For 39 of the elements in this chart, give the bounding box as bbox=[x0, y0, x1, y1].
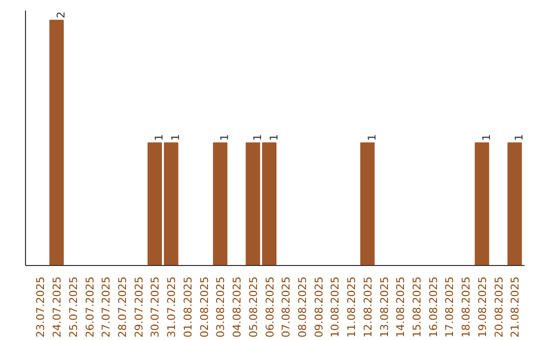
x-tick-label: 08.08.2025 bbox=[296, 276, 309, 338]
x-tick-label: 23.07.2025 bbox=[34, 276, 48, 338]
x-tick-label: 03.08.2025 bbox=[214, 276, 228, 338]
data-label: 1 bbox=[267, 134, 280, 141]
x-tick-label: 07.08.2025 bbox=[280, 276, 293, 338]
x-tick-label: 04.08.2025 bbox=[230, 276, 244, 338]
x-tick-label: 06.08.2025 bbox=[263, 276, 276, 338]
x-tick-label: 15.08.2025 bbox=[410, 276, 424, 338]
x-tick-label: 16.08.2025 bbox=[426, 276, 440, 338]
x-tick-label: 10.08.2025 bbox=[328, 276, 342, 338]
x-tick-label: 09.08.2025 bbox=[312, 276, 326, 338]
data-label: 2 bbox=[54, 12, 68, 18]
x-tick-label: 26.07.2025 bbox=[83, 276, 96, 338]
x-tick-label: 19.08.2025 bbox=[476, 276, 489, 338]
data-label: 1 bbox=[250, 134, 264, 141]
x-tick-label: 11.08.2025 bbox=[345, 276, 358, 338]
data-label: 1 bbox=[169, 134, 182, 141]
data-label: 1 bbox=[365, 134, 378, 141]
x-tick-label: 31.07.2025 bbox=[165, 276, 178, 338]
x-tick-label: 29.07.2025 bbox=[132, 276, 146, 338]
data-label: 1 bbox=[480, 134, 493, 141]
x-tick-label: 12.08.2025 bbox=[361, 276, 374, 338]
x-tick-label: 28.07.2025 bbox=[116, 276, 130, 338]
data-label: 1 bbox=[152, 134, 166, 141]
x-tick-label: 01.08.2025 bbox=[181, 276, 194, 338]
x-tick-label: 18.08.2025 bbox=[460, 276, 473, 338]
x-tick-label: 27.07.2025 bbox=[100, 276, 113, 338]
data-label: 1 bbox=[512, 134, 526, 141]
x-tick-label: 14.08.2025 bbox=[394, 276, 408, 338]
x-tick-label: 13.08.2025 bbox=[378, 276, 391, 338]
x-tick-label: 30.07.2025 bbox=[148, 276, 162, 338]
x-tick-label: 24.07.2025 bbox=[50, 276, 64, 338]
data-label: 1 bbox=[218, 134, 232, 141]
x-tick-label: 20.08.2025 bbox=[492, 276, 506, 338]
x-tick-label: 17.08.2025 bbox=[443, 276, 456, 338]
x-tick-label: 02.08.2025 bbox=[198, 276, 211, 338]
x-tick-label: 21.08.2025 bbox=[508, 276, 522, 338]
x-tick-label: 25.07.2025 bbox=[66, 276, 80, 338]
x-tick-label: 05.08.2025 bbox=[246, 276, 260, 338]
